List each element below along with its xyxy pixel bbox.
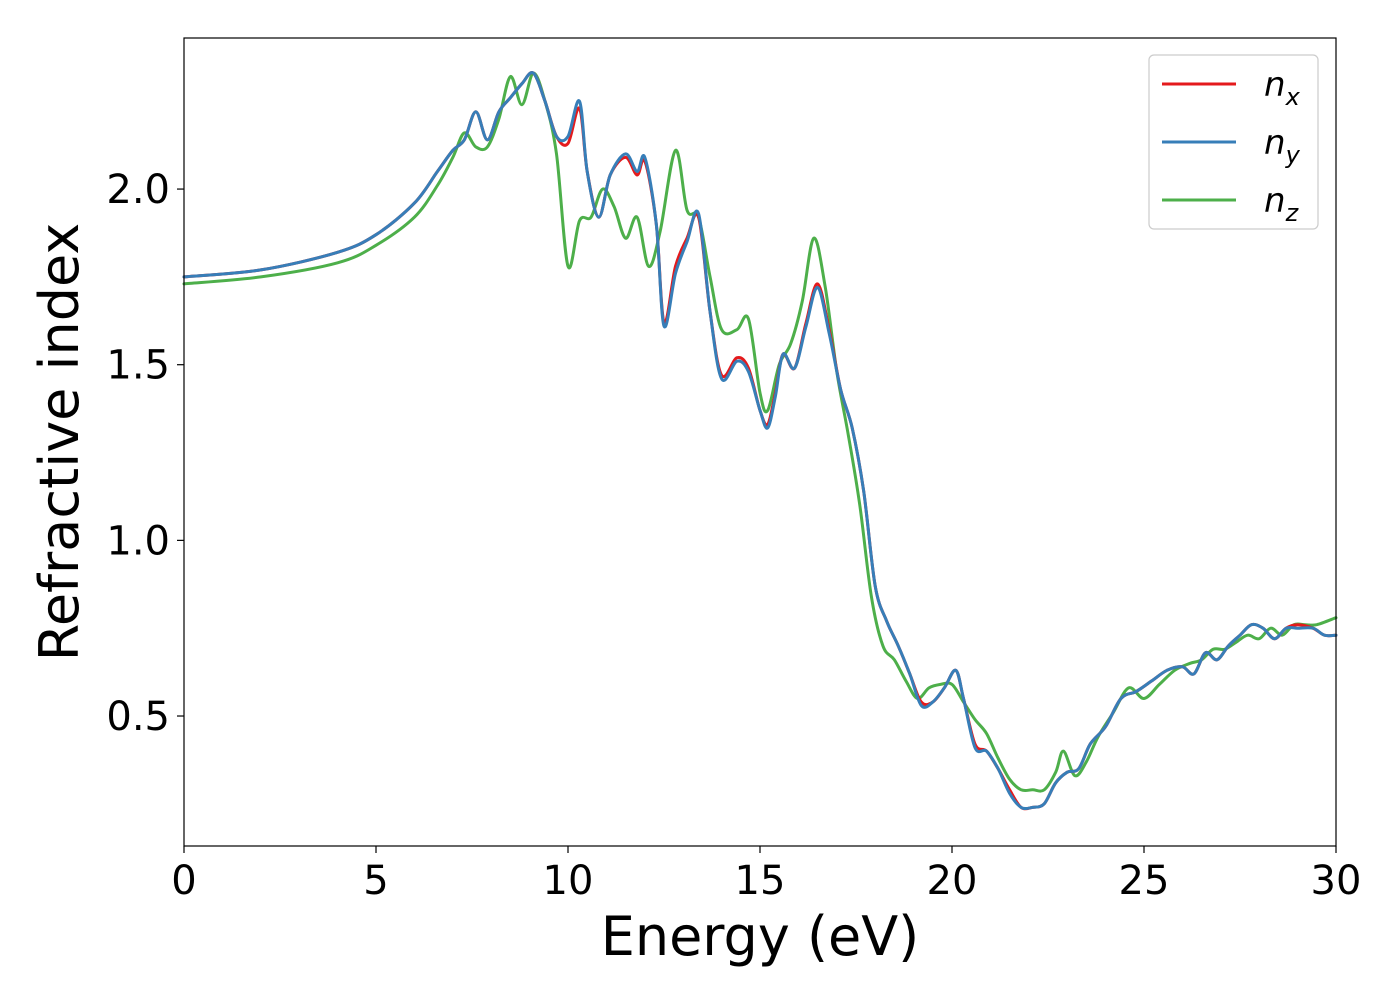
x-tick-label: 20 <box>927 858 978 904</box>
x-tick-label: 5 <box>363 858 388 904</box>
y-axis-title: Refractive index <box>28 223 91 662</box>
legend: nx ny nz <box>1148 54 1319 230</box>
legend-label-n-y: ny <box>1264 123 1301 169</box>
x-tick-label: 30 <box>1311 858 1362 904</box>
series-layer <box>182 71 1338 811</box>
x-tick-label: 10 <box>543 858 594 904</box>
plot-area <box>184 38 1336 846</box>
y-ticks: 0.5 1.0 1.5 2.0 <box>106 167 184 740</box>
y-tick-label: 1.0 <box>106 518 170 564</box>
y-tick-label: 2.0 <box>106 167 170 213</box>
series-line-n-y <box>182 71 1338 811</box>
legend-label-n-z: nz <box>1264 181 1300 227</box>
y-tick-label: 0.5 <box>106 694 170 740</box>
x-ticks: 0 5 10 15 20 25 30 <box>171 846 1361 904</box>
x-tick-label: 0 <box>171 858 196 904</box>
legend-label-n-x: nx <box>1264 65 1301 111</box>
x-tick-label: 25 <box>1119 858 1170 904</box>
y-tick-label: 1.5 <box>106 343 170 389</box>
x-tick-label: 15 <box>735 858 786 904</box>
legend-items: nx ny nz <box>1162 65 1301 227</box>
x-axis-title: Energy (eV) <box>601 905 920 968</box>
